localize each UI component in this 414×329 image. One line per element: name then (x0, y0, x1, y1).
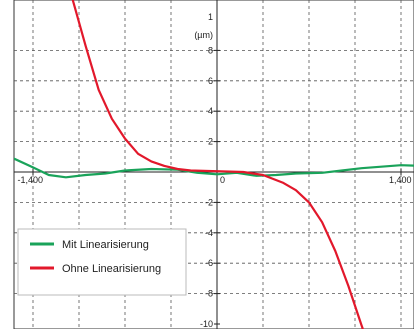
y-tick-label: -4 (205, 228, 213, 238)
y-tick-label: 2 (208, 137, 213, 147)
series-line-mit-linearisierung (14, 157, 414, 179)
legend-label: Mit Linearisierung (62, 239, 149, 251)
y-tick-label: 6 (208, 76, 213, 86)
y-tick-label: 8 (208, 45, 213, 55)
legend-box (17, 228, 187, 296)
y-tick-label: -6 (205, 258, 213, 268)
x-tick-label: 1,400 (389, 175, 412, 185)
series-line-ohne-linearisierung (71, 0, 365, 329)
y-tick-label: -10 (200, 319, 213, 329)
legend-label: Ohne Linearisierung (62, 263, 161, 275)
x-tick-label: -1,400 (17, 175, 43, 185)
y-tick-label: -8 (205, 289, 213, 299)
y-tick-label: -2 (205, 197, 213, 207)
unit-label: (µm) (194, 30, 213, 40)
series (14, 0, 414, 329)
legend: Mit Linearisierung Ohne Linearisierung (17, 228, 187, 296)
x-tick-label: 0 (220, 175, 225, 185)
tick-labels: 8 6 4 2 -2 -4 -6 -8 -10 1 (µm) -1,400 0 1,400 (17, 12, 411, 329)
y-tick-label: 4 (208, 106, 213, 116)
y-top-label: 1 (208, 12, 213, 22)
